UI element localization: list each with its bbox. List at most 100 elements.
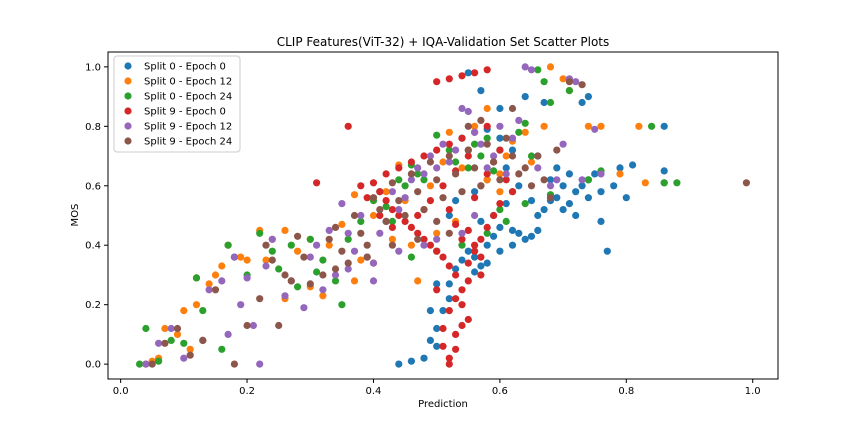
scatter-point xyxy=(350,247,359,255)
scatter-point xyxy=(452,170,460,178)
scatter-point xyxy=(186,351,194,359)
scatter-point xyxy=(540,176,548,184)
scatter-point xyxy=(584,93,593,101)
scatter-point xyxy=(641,179,649,187)
scatter-point xyxy=(445,128,453,136)
scatter-point xyxy=(508,188,517,196)
scatter-point xyxy=(369,194,378,202)
scatter-point xyxy=(142,324,150,333)
scatter-point xyxy=(439,324,447,333)
scatter-point xyxy=(521,93,529,101)
scatter-point xyxy=(521,63,529,71)
scatter-point xyxy=(357,256,365,264)
scatter-point xyxy=(578,176,586,184)
scatter-point xyxy=(458,104,466,113)
scatter-point xyxy=(256,295,264,303)
scatter-point xyxy=(742,179,751,187)
scatter-point xyxy=(546,194,555,202)
scatter-point xyxy=(331,223,340,231)
scatter-point xyxy=(237,301,245,309)
scatter-point xyxy=(382,203,390,211)
scatter-point xyxy=(464,259,472,267)
scatter-point xyxy=(458,235,466,243)
scatter-point xyxy=(439,342,447,350)
scatter-point xyxy=(527,158,536,166)
scatter-point xyxy=(407,357,415,365)
scatter-point xyxy=(452,197,460,205)
scatter-point xyxy=(616,170,624,178)
scatter-point xyxy=(471,241,479,249)
scatter-point xyxy=(496,104,504,113)
scatter-point xyxy=(173,330,182,338)
x-axis-ticks: 0.0 0.2 0.4 0.6 0.8 1.0 xyxy=(113,379,761,397)
scatter-point xyxy=(161,339,169,347)
scatter-point xyxy=(572,78,580,86)
legend: Split 0 - Epoch 0 Split 0 - Epoch 12 Split… xyxy=(113,55,241,153)
scatter-point xyxy=(433,131,441,139)
scatter-point xyxy=(471,253,479,261)
scatter-point xyxy=(502,200,510,208)
scatter-point xyxy=(452,345,460,353)
scatter-point xyxy=(420,170,428,178)
scatter-point xyxy=(388,217,396,225)
scatter-point xyxy=(521,128,529,136)
scatter-point xyxy=(395,247,403,255)
scatter-point xyxy=(483,223,491,231)
scatter-point xyxy=(584,194,593,202)
scatter-point xyxy=(300,304,308,312)
scatter-point xyxy=(483,164,491,172)
scatter-point xyxy=(148,360,156,368)
scatter-point xyxy=(420,152,428,160)
scatter-point xyxy=(496,146,504,154)
y-tick-label: 0.8 xyxy=(85,122,101,133)
scatter-point xyxy=(477,271,485,279)
scatter-point xyxy=(155,339,163,347)
scatter-point xyxy=(256,360,264,368)
y-tick-label: 0.6 xyxy=(85,181,101,192)
scatter-point xyxy=(534,226,542,234)
scatter-point xyxy=(540,78,548,86)
scatter-point xyxy=(395,211,403,220)
scatter-point xyxy=(445,140,453,148)
scatter-point xyxy=(275,265,283,273)
scatter-point xyxy=(553,164,561,172)
scatter-point xyxy=(471,268,479,276)
scatter-point xyxy=(313,179,321,187)
scatter-point xyxy=(597,217,605,225)
scatter-point xyxy=(211,286,220,294)
scatter-point xyxy=(496,188,504,196)
scatter-point xyxy=(559,182,567,190)
x-tick-label: 0.8 xyxy=(618,386,634,397)
scatter-point xyxy=(445,75,453,83)
scatter-point xyxy=(515,170,523,178)
scatter-point xyxy=(471,247,479,255)
scatter-point xyxy=(433,229,441,237)
scatter-point xyxy=(496,206,504,214)
scatter-point xyxy=(439,194,447,202)
scatter-point xyxy=(477,152,485,160)
scatter-point xyxy=(483,122,491,130)
scatter-point xyxy=(256,229,264,237)
scatter-point xyxy=(471,128,479,136)
scatter-point xyxy=(136,360,144,368)
scatter-point xyxy=(483,241,491,249)
scatter-point xyxy=(527,66,536,74)
scatter-point xyxy=(452,271,460,279)
y-axis-label: MOS xyxy=(70,204,81,227)
scatter-point xyxy=(268,256,276,264)
scatter-point xyxy=(483,140,491,148)
scatter-point xyxy=(496,223,504,231)
legend-entry: Split 9 - Epoch 12 xyxy=(144,122,232,133)
scatter-point xyxy=(616,164,624,172)
scatter-point xyxy=(433,280,441,288)
scatter-point xyxy=(603,247,611,255)
scatter-point xyxy=(199,336,207,344)
scatter-point xyxy=(597,170,605,178)
scatter-point xyxy=(508,226,517,234)
scatter-point xyxy=(376,229,384,237)
scatter-point xyxy=(426,336,434,344)
legend-entry: Split 9 - Epoch 0 xyxy=(144,107,226,118)
scatter-point xyxy=(426,152,434,160)
scatter-point xyxy=(230,253,238,261)
scatter-point xyxy=(515,128,523,136)
